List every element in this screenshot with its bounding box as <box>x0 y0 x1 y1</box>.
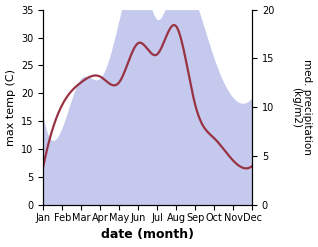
Y-axis label: max temp (C): max temp (C) <box>5 69 16 146</box>
Y-axis label: med. precipitation
(kg/m2): med. precipitation (kg/m2) <box>291 60 313 155</box>
X-axis label: date (month): date (month) <box>101 228 194 242</box>
